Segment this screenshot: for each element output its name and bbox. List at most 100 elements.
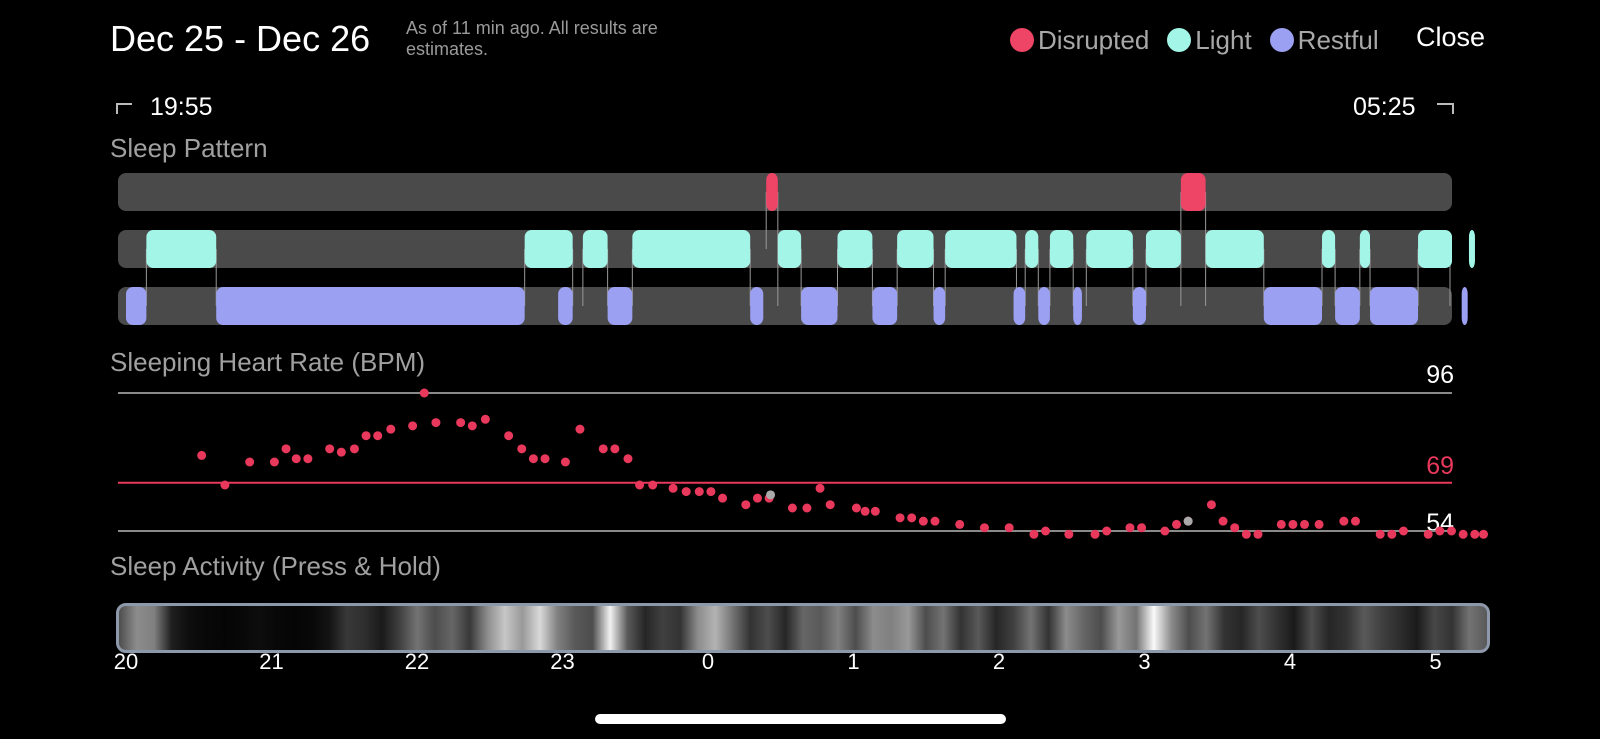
hr-point bbox=[718, 493, 728, 503]
hr-point bbox=[694, 487, 704, 497]
hr-point bbox=[955, 519, 965, 529]
segment-light bbox=[632, 230, 751, 268]
segment-restful bbox=[750, 287, 764, 325]
hr-point bbox=[1458, 529, 1468, 539]
hr-point bbox=[281, 444, 291, 454]
hr-point bbox=[349, 444, 359, 454]
hr-point bbox=[540, 454, 550, 464]
hr-point bbox=[681, 487, 691, 497]
hr-point bbox=[907, 513, 917, 523]
segment-light bbox=[1418, 230, 1452, 268]
close-button[interactable]: Close bbox=[1416, 22, 1486, 52]
hr-point bbox=[895, 513, 905, 523]
hr-point bbox=[787, 503, 797, 513]
sleep-charts[interactable] bbox=[0, 0, 1600, 600]
hr-point bbox=[1090, 529, 1100, 539]
hr-point bbox=[1288, 519, 1298, 529]
hr-point bbox=[706, 487, 716, 497]
hr-point bbox=[517, 444, 527, 454]
hr-point bbox=[610, 444, 620, 454]
hr-point bbox=[635, 480, 645, 490]
hr-point-gray bbox=[1183, 516, 1193, 526]
hr-point bbox=[1125, 523, 1135, 533]
hr-point bbox=[1160, 526, 1170, 536]
legend-label: Light bbox=[1195, 24, 1252, 55]
segment-restful bbox=[126, 287, 147, 325]
segment-restful bbox=[558, 287, 573, 325]
x-tick-label: 2 bbox=[992, 649, 1006, 674]
segment-light bbox=[1086, 230, 1133, 268]
page-title: Dec 25 - Dec 26 bbox=[110, 18, 371, 59]
segment-restful bbox=[607, 287, 633, 325]
hr-point bbox=[419, 388, 429, 398]
hr-max-label: 96 bbox=[1426, 361, 1454, 389]
segment-light bbox=[777, 230, 802, 268]
segment-light bbox=[837, 230, 873, 268]
hr-point bbox=[303, 454, 313, 464]
legend-dot-light-icon bbox=[1167, 28, 1192, 52]
segment-restful bbox=[1013, 287, 1026, 325]
legend-item-restful: Restful bbox=[1269, 25, 1379, 56]
segment-light bbox=[1145, 230, 1181, 268]
segment-restful bbox=[872, 287, 898, 325]
hr-point bbox=[1398, 526, 1408, 536]
hr-point bbox=[1004, 523, 1014, 533]
x-tick-label: 21 bbox=[259, 649, 284, 674]
home-indicator[interactable] bbox=[595, 714, 1006, 724]
segment-light bbox=[1359, 230, 1371, 268]
activity-title: Sleep Activity (Press & Hold) bbox=[110, 551, 441, 581]
sleep-activity-strip[interactable] bbox=[116, 603, 1490, 653]
end-time: 05:25 bbox=[1353, 93, 1416, 121]
segment-light bbox=[897, 230, 934, 268]
hr-point bbox=[1435, 526, 1445, 536]
segment-light bbox=[945, 230, 1017, 268]
hr-point bbox=[467, 421, 477, 431]
hr-point bbox=[1029, 529, 1039, 539]
x-tick-label: 23 bbox=[550, 649, 575, 674]
status-subtitle: As of 11 min ago. All results are estima… bbox=[406, 18, 658, 59]
hr-point bbox=[752, 493, 762, 503]
segment-light bbox=[1205, 230, 1264, 268]
hr-point bbox=[815, 483, 825, 493]
segment-light bbox=[1025, 230, 1039, 268]
segment-restful bbox=[1263, 287, 1323, 325]
sleep-pattern-title: Sleep Pattern bbox=[110, 133, 268, 163]
x-tick-label: 3 bbox=[1138, 649, 1151, 674]
hr-point bbox=[245, 457, 255, 467]
hr-point bbox=[291, 454, 301, 464]
legend-item-disrupted: Disrupted bbox=[1010, 25, 1149, 56]
hr-point bbox=[1447, 526, 1457, 536]
hr-point bbox=[269, 457, 279, 467]
legend-item-light: Light bbox=[1167, 24, 1252, 56]
x-tick-label: 22 bbox=[404, 649, 430, 674]
hr-point bbox=[930, 516, 940, 526]
hr-point bbox=[373, 431, 383, 441]
x-tick-label: 1 bbox=[847, 649, 860, 674]
start-time: 19:55 bbox=[150, 93, 213, 121]
x-tick-label: 20 bbox=[113, 649, 139, 674]
hr-point bbox=[480, 414, 490, 424]
segment-restful bbox=[801, 287, 838, 325]
segment-restful bbox=[1038, 287, 1050, 325]
hr-point bbox=[1172, 519, 1182, 529]
hr-point bbox=[623, 454, 633, 464]
legend-dot-restful-icon bbox=[1269, 28, 1294, 52]
segment-disrupted bbox=[1180, 173, 1206, 211]
hr-point bbox=[741, 500, 751, 510]
hr-point bbox=[668, 483, 678, 493]
hr-point bbox=[1470, 529, 1480, 539]
hr-point bbox=[325, 444, 335, 454]
hr-point bbox=[504, 431, 514, 441]
hr-point bbox=[197, 450, 207, 460]
hr-point bbox=[648, 480, 658, 490]
hr-point bbox=[870, 506, 880, 516]
hr-point bbox=[408, 421, 418, 431]
hr-point bbox=[1218, 516, 1228, 526]
hr-point bbox=[1423, 529, 1433, 539]
segment-light bbox=[524, 230, 573, 268]
hr-point bbox=[336, 447, 346, 457]
hr-point bbox=[1350, 516, 1360, 526]
hr-point bbox=[560, 457, 570, 467]
segment-restful bbox=[1073, 287, 1082, 325]
hr-point bbox=[825, 500, 835, 510]
